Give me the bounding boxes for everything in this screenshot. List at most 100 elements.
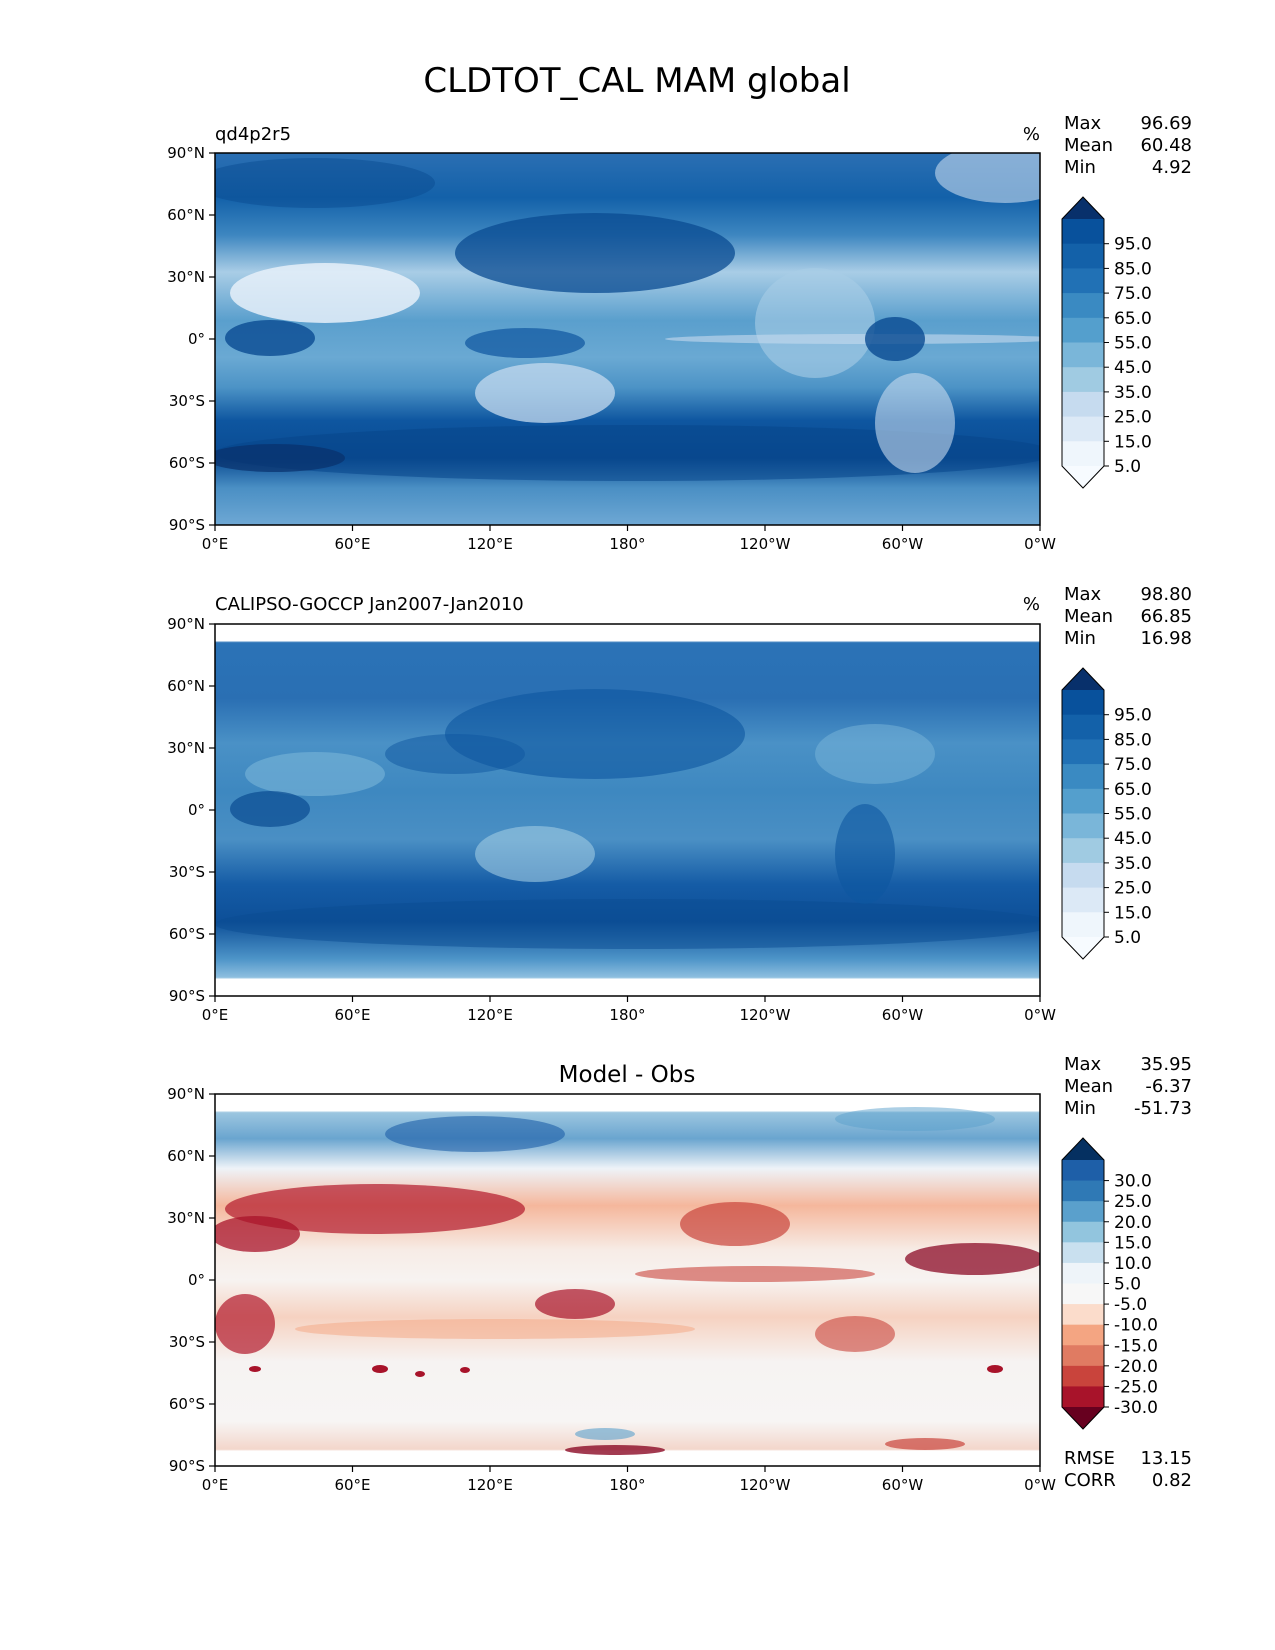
colorbar-label: 75.0: [1114, 755, 1152, 775]
panel-diff: Model - Obs 30.025: [167, 1054, 1192, 1494]
stat-label: Min: [1064, 1098, 1096, 1119]
lon-tick-label: 60°E: [334, 1006, 370, 1024]
stat-value: 96.69: [1140, 113, 1192, 134]
lon-tick-label: 0°E: [202, 1476, 229, 1494]
colorbar-label: 15.0: [1114, 903, 1152, 923]
extra-stat-value: 13.15: [1140, 1448, 1192, 1469]
colorbar-segment: [1062, 1262, 1104, 1284]
stat-label: Mean: [1064, 135, 1113, 156]
colorbar-segment: [1062, 1201, 1104, 1223]
lat-tick-label: 90°N: [167, 615, 205, 633]
colorbar-obs: 95.0 85.0 75.0 65.0 55.0 45.0 35.0 25.0 15.0 5.0: [1061, 667, 1152, 960]
colorbar-segment: [1062, 268, 1104, 294]
lat-tick-label: 60°S: [169, 1395, 205, 1413]
lon-tick-label: 60°W: [882, 535, 924, 553]
colorbar-label: 85.0: [1114, 259, 1152, 279]
colorbar-segment: [1062, 1180, 1104, 1202]
colorbar-label: 85.0: [1114, 730, 1152, 750]
colorbar-segment: [1062, 367, 1104, 393]
colorbar-extend-max: [1062, 668, 1104, 690]
colorbar-segment: [1062, 293, 1104, 319]
colorbar-label: 45.0: [1114, 358, 1152, 378]
lat-tick-label: 90°S: [169, 987, 205, 1005]
lon-tick-label: 60°W: [882, 1006, 924, 1024]
colorbar-label: 95.0: [1114, 235, 1152, 255]
panel-left-label: CALIPSO-GOCCP Jan2007-Jan2010: [215, 594, 524, 615]
colorbar-label: 20.0: [1114, 1213, 1152, 1233]
axis-ticks-diff: 90°N 60°N 30°N 0° 30°S 60°S 90°S0°E 60°E 120°E 18…: [167, 1085, 1056, 1494]
colorbar-label: 75.0: [1114, 284, 1152, 304]
lon-tick-label: 120°E: [467, 1006, 513, 1024]
stat-label: Max: [1064, 113, 1102, 134]
colorbar-segment: [1062, 838, 1104, 864]
colorbar-label: 5.0: [1114, 1275, 1141, 1295]
lon-tick-label: 120°W: [740, 1476, 791, 1494]
colorbar-label: 25.0: [1114, 408, 1152, 428]
lon-tick-label: 180°: [609, 1476, 645, 1494]
lon-tick-label: 0°W: [1024, 1476, 1056, 1494]
colorbar-label: -10.0: [1114, 1316, 1158, 1336]
colorbar-segment: [1062, 391, 1104, 418]
stats-obs: Max 98.80 Mean 66.85 Min 16.98: [1064, 584, 1192, 649]
lat-tick-label: 90°N: [167, 144, 205, 162]
colorbar-segment: [1062, 813, 1104, 839]
stat-label: Mean: [1064, 1076, 1113, 1097]
colorbar-segment: [1062, 243, 1104, 269]
panel-left-label: qd4p2r5: [215, 124, 291, 145]
stat-label: Min: [1064, 157, 1096, 178]
lat-tick-label: 30°S: [169, 392, 205, 410]
lon-tick-label: 0°W: [1024, 535, 1056, 553]
extra-stat-value: 0.82: [1152, 1470, 1192, 1491]
lon-tick-label: 60°E: [334, 1476, 370, 1494]
stat-label: Max: [1064, 1054, 1102, 1075]
stat-value: -6.37: [1145, 1076, 1192, 1097]
colorbar-label: -25.0: [1114, 1377, 1158, 1397]
panel-units: %: [1023, 594, 1040, 615]
colorbar-segment: [1062, 219, 1104, 245]
map-field-model: [215, 153, 1040, 525]
colorbar-segment: [1062, 1386, 1104, 1408]
lat-tick-label: 90°S: [169, 516, 205, 534]
lon-tick-label: 120°W: [740, 1006, 791, 1024]
colorbar-label: 95.0: [1114, 706, 1152, 726]
lat-tick-label: 30°S: [169, 863, 205, 881]
extra-stat-label: RMSE: [1064, 1448, 1115, 1469]
colorbar-label: 5.0: [1114, 457, 1141, 477]
panel-obs: CALIPSO-GOCCP Jan2007-Jan2010 % 95.0 85.0…: [167, 584, 1192, 1024]
lon-tick-label: 120°W: [740, 535, 791, 553]
colorbar-label: 45.0: [1114, 829, 1152, 849]
lon-tick-label: 180°: [609, 1006, 645, 1024]
stat-value: 66.85: [1140, 606, 1192, 627]
stat-value: 4.92: [1152, 157, 1192, 178]
extra-stats-diff: RMSE 13.15 CORR 0.82: [1064, 1448, 1192, 1491]
colorbar-label: 25.0: [1114, 1192, 1152, 1212]
colorbar-label: 65.0: [1114, 309, 1152, 329]
colorbar-extend-max: [1062, 1138, 1104, 1160]
colorbar-label: 65.0: [1114, 780, 1152, 800]
stat-value: 16.98: [1140, 628, 1192, 649]
colorbar-segment: [1062, 690, 1104, 716]
stat-value: 98.80: [1140, 584, 1192, 605]
lon-tick-label: 0°W: [1024, 1006, 1056, 1024]
axis-ticks-model: 90°N 60°N 30°N 0° 30°S 60°S 90°S0°E 60°E 120°E 18…: [167, 144, 1056, 553]
lat-tick-label: 60°S: [169, 925, 205, 943]
lat-tick-label: 0°: [188, 330, 205, 348]
lon-tick-label: 0°E: [202, 1006, 229, 1024]
colorbar-segment: [1062, 1283, 1104, 1305]
colorbar-segment: [1062, 912, 1104, 938]
colorbar-segment: [1062, 1221, 1104, 1243]
colorbar-extend-min: [1062, 937, 1104, 959]
panel-units: %: [1023, 124, 1040, 145]
colorbar-segment: [1062, 342, 1104, 368]
lat-tick-label: 90°N: [167, 1085, 205, 1103]
stat-label: Mean: [1064, 606, 1113, 627]
colorbar-label: -5.0: [1114, 1295, 1147, 1315]
colorbar-segment: [1062, 1304, 1104, 1326]
lat-tick-label: 60°S: [169, 454, 205, 472]
lat-tick-label: 30°N: [167, 1209, 205, 1227]
stat-value: 35.95: [1140, 1054, 1192, 1075]
colorbar-segment: [1062, 1324, 1104, 1346]
colorbar-label: -20.0: [1114, 1357, 1158, 1377]
colorbar-segment: [1062, 714, 1104, 740]
